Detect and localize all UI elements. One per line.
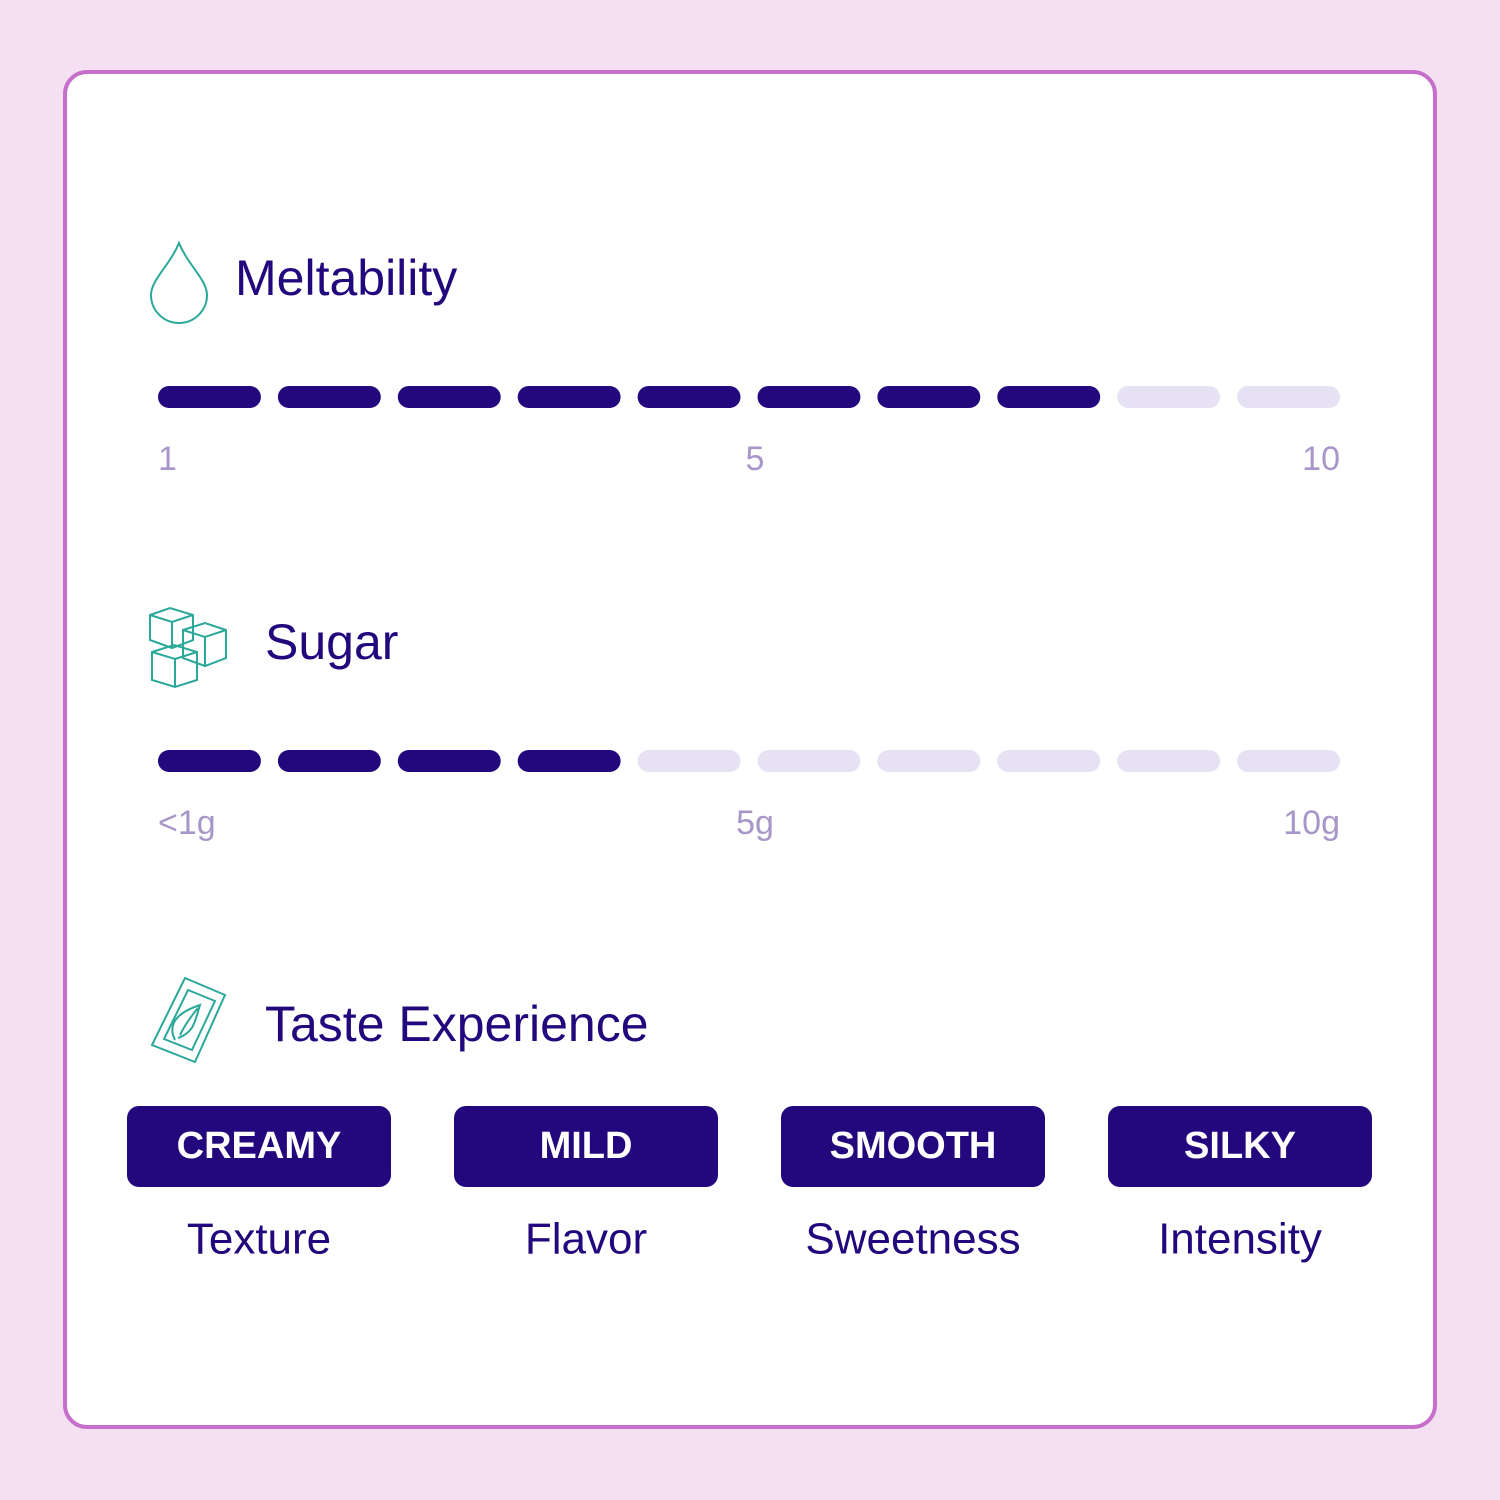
attribute-label: Sweetness (805, 1215, 1020, 1264)
attribute-label: Texture (187, 1215, 331, 1264)
segment-empty (637, 750, 741, 772)
badge (454, 1106, 718, 1187)
badge-label: CREAMY (177, 1125, 342, 1167)
scale-label: 10 (1302, 440, 1340, 478)
segment-empty (1117, 750, 1221, 772)
taste-icon (150, 976, 227, 1064)
segment-empty (757, 750, 861, 772)
segment-filled (637, 386, 741, 408)
segment-filled (277, 750, 381, 772)
scale-label: 5 (746, 440, 765, 478)
segment-filled (277, 386, 381, 408)
badge-label: SMOOTH (830, 1125, 997, 1167)
segment-empty (877, 750, 981, 772)
drop-icon (149, 240, 209, 324)
segment-empty (1237, 750, 1340, 772)
scale-label: 10g (1283, 804, 1340, 842)
attribute-label: Flavor (525, 1215, 647, 1264)
segment-filled (517, 386, 621, 408)
badge-label: MILD (540, 1125, 633, 1167)
scale-label: 5g (736, 804, 774, 842)
badge (781, 1106, 1045, 1187)
segment-empty (997, 750, 1101, 772)
segment-filled (877, 386, 981, 408)
segment-filled (397, 750, 501, 772)
segment-filled (158, 386, 261, 408)
section-title: Taste Experience (265, 996, 649, 1052)
segment-filled (997, 386, 1101, 408)
segment-filled (397, 386, 501, 408)
segment-empty (1117, 386, 1221, 408)
badge (1108, 1106, 1372, 1187)
scale-label: <1g (158, 804, 216, 842)
badge-label: SILKY (1184, 1125, 1296, 1167)
attribute-label: Intensity (1158, 1215, 1322, 1264)
segment-empty (1237, 386, 1340, 408)
segment-filled (757, 386, 861, 408)
segment-filled (517, 750, 621, 772)
meter-title: Sugar (265, 614, 398, 670)
scale-label: 1 (158, 440, 177, 478)
card (63, 70, 1437, 1429)
sugar-icon (149, 606, 227, 689)
segment-filled (158, 750, 261, 772)
badge (127, 1106, 391, 1187)
meter-title: Meltability (235, 250, 457, 306)
